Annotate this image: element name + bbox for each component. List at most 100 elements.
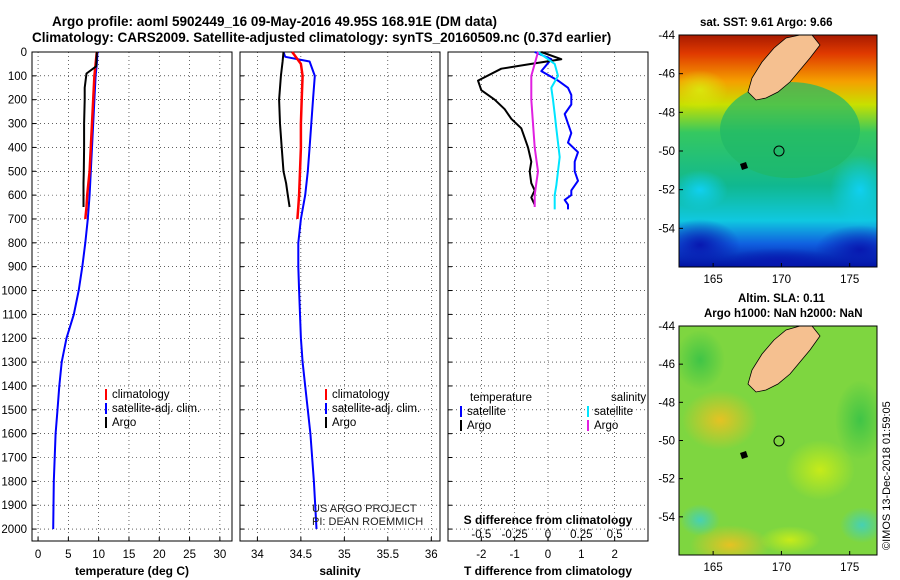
- plot-frame: [239, 51, 441, 542]
- sst-anomaly: [679, 170, 728, 210]
- sst-map-ticks: -44 -46 -48 -50 -52 -54 165 170 175: [658, 30, 859, 286]
- legend-header: salinity: [611, 392, 646, 404]
- series-line-argo_salinity: [530, 51, 539, 207]
- y-tick-label: 1000: [1, 286, 27, 298]
- sst-anomaly: [830, 155, 877, 225]
- y-tick-label: 2000: [1, 524, 27, 536]
- x-tick-label: 0: [545, 549, 551, 561]
- series-line-climatology: [291, 51, 304, 220]
- lat-tick-label: -46: [658, 359, 675, 371]
- float-location-marker: [773, 435, 785, 447]
- x-tick-label: 25: [183, 549, 196, 561]
- sst-map-title: sat. SST: 9.61 Argo: 9.66: [700, 17, 833, 29]
- series-line-climatology: [84, 51, 99, 220]
- sla-anomaly: [679, 330, 725, 390]
- lon-tick-label: 170: [772, 562, 791, 574]
- sla-map-ticks: -44 -46 -48 -50 -52 -54 165 170 175: [658, 321, 859, 574]
- lat-tick-label: -52: [658, 185, 675, 197]
- x-tick-label: 34: [251, 549, 264, 561]
- sla-map: Altim. SLA: 0.11 Argo h1000: NaN h2000: …: [658, 293, 893, 574]
- y-tick-label: 700: [8, 214, 27, 226]
- sla-anomaly: [840, 507, 877, 543]
- y-tick-label: 1100: [2, 309, 27, 321]
- series-group: [52, 51, 99, 530]
- series-line-satellite: [282, 51, 318, 530]
- lat-tick-label: -44: [658, 321, 675, 333]
- x-tick-label: 1: [578, 549, 584, 561]
- y-tick-label: 1500: [1, 405, 27, 417]
- lat-tick-label: -54: [658, 223, 675, 235]
- top-x-tick-label: 0.25: [570, 529, 592, 541]
- legend-label: climatology: [332, 389, 390, 401]
- lat-tick-label: -54: [658, 512, 675, 524]
- lat-tick-label: -50: [658, 436, 675, 448]
- y-tick-label: 1200: [1, 333, 27, 345]
- y-tick-label: 0: [21, 47, 27, 59]
- x-tick-label: 35: [338, 549, 351, 561]
- lon-tick-label: 165: [704, 562, 723, 574]
- y-tick-label: 1700: [1, 453, 27, 465]
- x-axis-label: temperature (deg C): [75, 564, 189, 578]
- land-south-island: [747, 326, 821, 393]
- sla-anomaly: [680, 504, 720, 536]
- series-line-satellite: [534, 51, 579, 210]
- sla-anomaly: [760, 526, 820, 554]
- legend-label: Argo: [594, 420, 618, 432]
- panel-salinity: 34 34.5 35 35.5 36 salinity climatology satelli…: [239, 51, 441, 578]
- land-stewart-island: [740, 162, 748, 170]
- sst-anomaly: [679, 219, 740, 267]
- legend-label: climatology: [112, 389, 170, 401]
- lon-tick-label: 165: [704, 274, 723, 286]
- y-tick-label: 800: [8, 238, 27, 250]
- y-tick-label: 400: [8, 142, 27, 154]
- series-line-argo: [278, 51, 291, 208]
- x-axis-label: salinity: [319, 564, 361, 578]
- y-tick-label: 1900: [1, 500, 27, 512]
- top-x-tick-label: 0.5: [607, 529, 623, 541]
- legend-label: satellite-adj. clim.: [332, 403, 420, 415]
- top-x-tick-label: -0.25: [502, 529, 528, 541]
- imos-credit: ©IMOS 13-Dec-2018 01:59:05: [881, 401, 893, 550]
- y-tick-label: 500: [8, 166, 27, 178]
- sla-anomaly: [835, 380, 877, 460]
- sst-anomaly: [679, 70, 728, 110]
- x-tick-label: -1: [510, 549, 520, 561]
- legend-label: Argo: [332, 417, 356, 429]
- y-tick-label: 1600: [1, 429, 27, 441]
- y-tick-label: 1300: [1, 357, 27, 369]
- legend-header: temperature: [470, 392, 532, 404]
- y-tick-label: 100: [8, 71, 27, 83]
- legend-label: satellite: [467, 406, 506, 418]
- sla-map-title-1: Altim. SLA: 0.11: [738, 293, 826, 305]
- lat-tick-label: -52: [658, 474, 675, 486]
- y-tick-label: 600: [8, 190, 27, 202]
- lon-tick-label: 175: [840, 274, 859, 286]
- series-group: [477, 51, 579, 210]
- project-annotation: US ARGO PROJECT: [312, 503, 417, 515]
- x-tick-label: 36: [425, 549, 438, 561]
- lat-tick-label: -50: [658, 146, 675, 158]
- series-line-argo: [477, 51, 563, 206]
- x-tick-label: 2: [611, 549, 617, 561]
- sst-map: sat. SST: 9.61 Argo: 9.66 -44 -46 -48 -50 -5…: [658, 17, 878, 286]
- lat-tick-label: -48: [658, 107, 675, 119]
- top-x-tick-label: -0.5: [471, 529, 491, 541]
- x-tick-label: 20: [153, 549, 166, 561]
- y-tick-label: 1800: [1, 476, 27, 488]
- top-x-tick-label: 0: [545, 529, 551, 541]
- legend-label: satellite-adj. clim.: [112, 403, 200, 415]
- x-tick-label: 15: [123, 549, 136, 561]
- float-location-marker: [773, 145, 785, 157]
- y-tick-label: 200: [8, 95, 27, 107]
- title-line-2: Climatology: CARS2009. Satellite-adjuste…: [32, 30, 611, 45]
- legend-label: Argo: [467, 420, 491, 432]
- x-tick-label: 35.5: [377, 549, 399, 561]
- plot-frame: [31, 51, 233, 542]
- panel-temperature: 0 5 10 15 20 25 30 temperature (deg C) 0 100 200 30…: [1, 47, 233, 578]
- lon-tick-label: 175: [840, 562, 859, 574]
- series-line-satellite_salinity: [537, 51, 561, 210]
- top-x-axis-label: S difference from climatology: [464, 513, 633, 527]
